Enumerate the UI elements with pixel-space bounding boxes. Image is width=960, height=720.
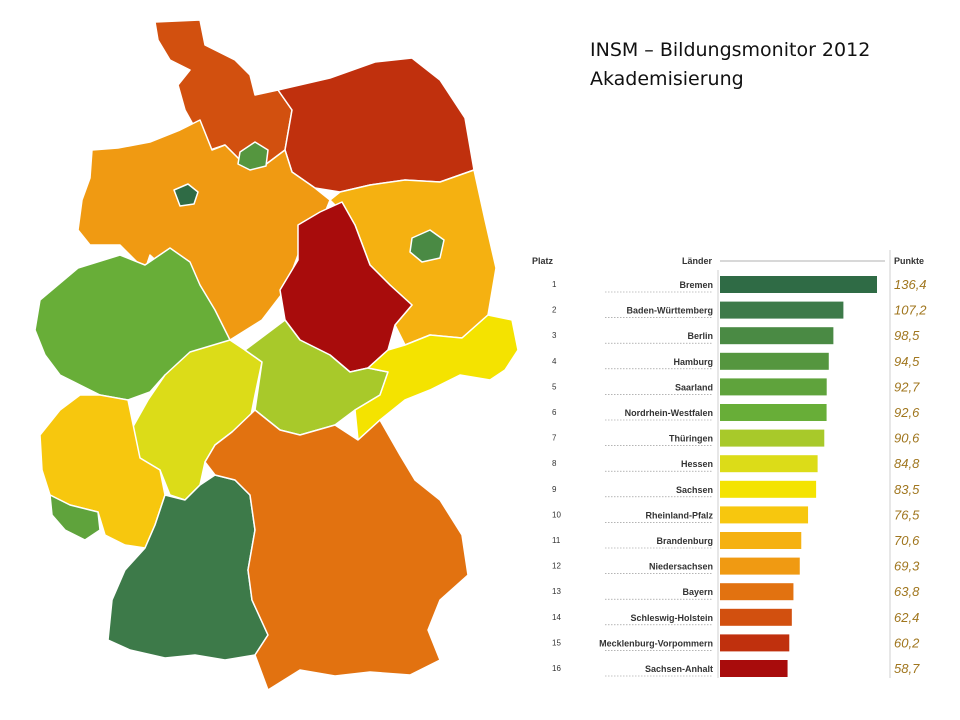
category-label: Rheinland-Pfalz [645, 510, 713, 520]
bar [720, 301, 844, 319]
state-sachsen [354, 314, 519, 441]
bar [720, 378, 827, 396]
value-label: 92,6 [894, 405, 920, 420]
value-label: 107,2 [894, 303, 927, 318]
state-bayern [204, 409, 469, 691]
bar [720, 404, 827, 421]
bar [720, 327, 834, 345]
bar [720, 352, 829, 370]
rank-label: 15 [552, 638, 561, 647]
header-rank: Platz [532, 256, 554, 266]
bar [720, 276, 877, 293]
category-label: Baden-Württemberg [626, 306, 713, 316]
rank-label: 11 [552, 536, 561, 545]
rank-label: 4 [552, 357, 557, 366]
state-hamburg [237, 141, 269, 171]
value-label: 76,5 [894, 507, 920, 522]
rank-label: 13 [552, 587, 561, 596]
value-label: 60,2 [894, 635, 920, 650]
value-label: 92,7 [894, 379, 920, 394]
state-mecklenburg-vorpommern [277, 57, 475, 193]
header-points: Punkte [894, 256, 924, 266]
value-label: 63,8 [894, 584, 920, 599]
category-label: Thüringen [669, 434, 713, 444]
category-label: Sachsen-Anhalt [645, 664, 713, 674]
bar [720, 506, 809, 524]
category-label: Nordrhein-Westfalen [625, 408, 713, 418]
category-label: Berlin [687, 331, 713, 341]
bar [720, 532, 802, 549]
state-bremen [173, 183, 199, 207]
value-label: 58,7 [894, 661, 920, 676]
value-label: 69,3 [894, 559, 920, 574]
rank-label: 16 [552, 664, 561, 673]
rank-label: 10 [552, 510, 561, 519]
category-label: Mecklenburg-Vorpommern [599, 638, 713, 648]
category-label: Bremen [679, 280, 713, 290]
rank-label: 8 [552, 459, 557, 468]
rank-label: 3 [552, 331, 557, 340]
value-label: 90,6 [894, 431, 920, 446]
category-label: Brandenburg [656, 536, 713, 546]
state-saarland [49, 494, 101, 541]
category-label: Hessen [681, 459, 713, 469]
rank-label: 12 [552, 562, 561, 571]
bar [720, 583, 794, 601]
bar [720, 634, 790, 652]
value-label: 84,8 [894, 456, 920, 471]
category-label: Saarland [675, 382, 713, 392]
bar [720, 660, 788, 677]
germany-map [34, 19, 519, 691]
ranking-chart: Platz Länder Punkte 1 Bremen 136,4 2 Baden-W… [530, 240, 960, 680]
bar [720, 429, 825, 447]
rank-label: 6 [552, 408, 557, 417]
value-label: 94,5 [894, 354, 920, 369]
value-label: 98,5 [894, 328, 920, 343]
rank-label: 5 [552, 382, 557, 391]
category-label: Bayern [682, 587, 713, 597]
state-berlin [409, 229, 445, 263]
rank-label: 7 [552, 434, 557, 443]
title-line-2: Akademisierung [590, 68, 744, 90]
category-label: Schleswig-Holstein [630, 613, 713, 623]
chart-title: INSM – Bildungsmonitor 2012 Akademisieru… [590, 36, 870, 94]
rank-label: 1 [552, 280, 557, 289]
category-label: Sachsen [676, 485, 713, 495]
category-label: Hamburg [673, 357, 713, 367]
bar [720, 480, 817, 498]
title-line-1: INSM – Bildungsmonitor 2012 [590, 39, 871, 61]
bar [720, 557, 800, 575]
bar-rows: 1 Bremen 136,4 2 Baden-Württemberg 107,2 3 Berl… [552, 276, 927, 677]
value-label: 83,5 [894, 482, 920, 497]
value-label: 70,6 [894, 533, 920, 548]
bar [720, 455, 818, 473]
rank-label: 9 [552, 485, 557, 494]
rank-label: 14 [552, 613, 561, 622]
category-label: Niedersachsen [649, 562, 713, 572]
rank-label: 2 [552, 306, 557, 315]
header-land: Länder [682, 256, 713, 266]
bar [720, 608, 792, 626]
value-label: 136,4 [894, 277, 927, 292]
value-label: 62,4 [894, 610, 919, 625]
